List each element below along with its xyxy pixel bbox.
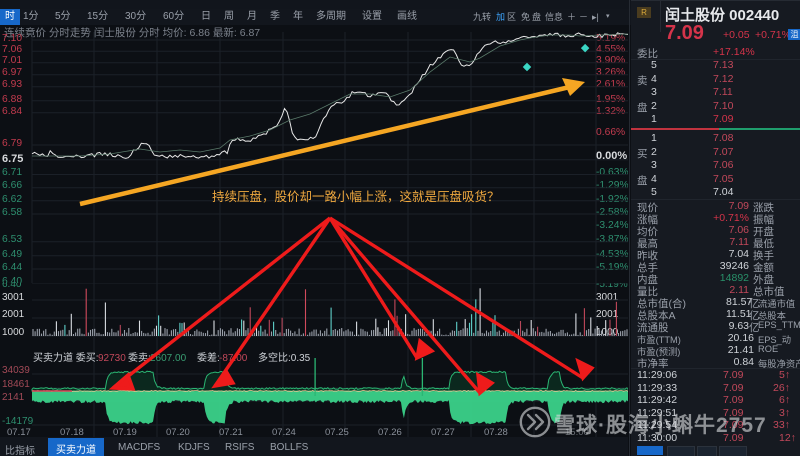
svg-text:持续压盘，股价却一路小幅上涨，这就是压盘吸货？: 持续压盘，股价却一路小幅上涨，这就是压盘吸货？ [212,189,500,204]
svg-text:92730: 92730 [98,353,126,364]
svg-text:2607.00: 2607.00 [150,353,187,364]
svg-text:委卖:: 委卖: [128,351,151,364]
svg-text:买卖力道 委买:: 买卖力道 委买: [33,351,99,364]
svg-text:-87.00: -87.00 [219,353,248,364]
svg-text:多空比:0.35: 多空比:0.35 [258,351,311,364]
svg-text:委差:: 委差: [197,351,220,364]
